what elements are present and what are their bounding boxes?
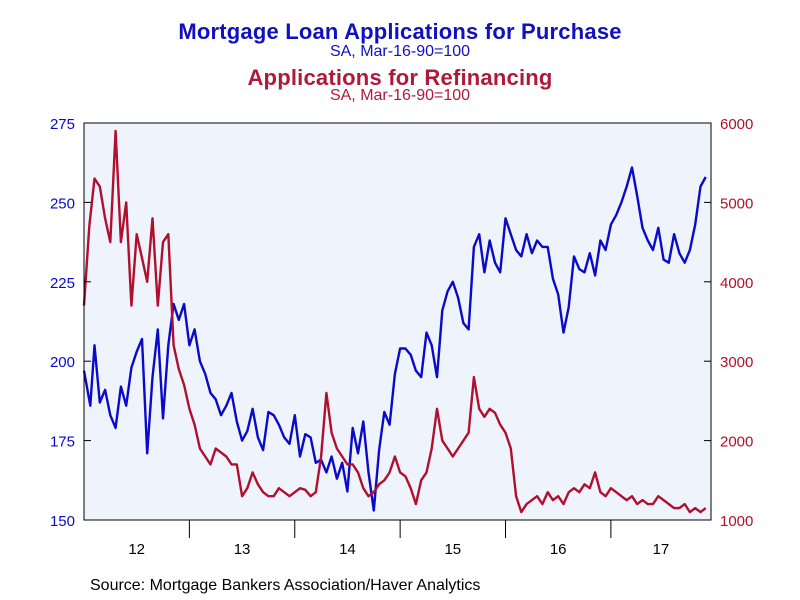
x-tick-label: 14 — [339, 541, 356, 558]
plot-frame — [83, 122, 712, 521]
x-tick-label: 15 — [444, 541, 461, 558]
y-left-tick-label: 175 — [50, 434, 75, 451]
y-left-tick-label: 150 — [50, 513, 75, 530]
y-right-tick-label: 4000 — [720, 275, 753, 292]
y-left-tick-label: 225 — [50, 275, 75, 292]
x-tick-label: 13 — [234, 541, 251, 558]
y-left-tick-label: 250 — [50, 195, 75, 212]
y-right-tick-label: 6000 — [720, 116, 753, 133]
series-line-purchase — [82, 166, 707, 512]
chart-title-refinance: Applications for Refinancing — [247, 65, 553, 90]
chart-subtitle-refinance: SA, Mar-16-90=100 — [329, 87, 471, 104]
series-line-refinance — [82, 129, 707, 514]
y-right-tick-label: 2000 — [720, 434, 753, 451]
source-note: Source: Mortgage Bankers Association/Hav… — [90, 577, 481, 594]
chart-title-purchase: Mortgage Loan Applications for Purchase — [178, 19, 622, 44]
x-tick-label: 12 — [128, 541, 145, 558]
x-tick-label: 16 — [550, 541, 567, 558]
y-right-tick-label: 3000 — [720, 354, 753, 371]
chart-subtitle-purchase: SA, Mar-16-90=100 — [329, 43, 471, 60]
y-right-tick-label: 1000 — [720, 513, 753, 530]
y-left-tick-label: 275 — [50, 116, 75, 133]
y-right-tick-label: 5000 — [720, 195, 753, 212]
y-left-tick-label: 200 — [50, 354, 75, 371]
x-tick-label: 17 — [653, 541, 670, 558]
plot-area — [84, 123, 711, 520]
